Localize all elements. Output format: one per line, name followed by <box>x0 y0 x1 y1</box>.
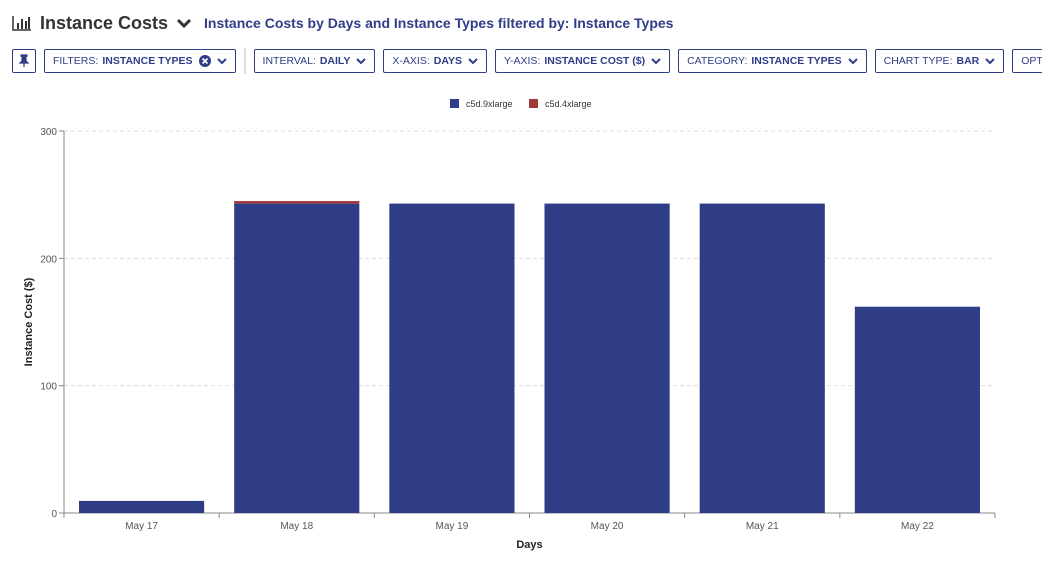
toolbar-button-xaxis[interactable]: X-AXIS: DAYS <box>383 49 487 73</box>
x-tick-label: May 17 <box>125 521 158 532</box>
bar-chart-icon <box>12 16 31 31</box>
chevron-down-icon <box>985 58 995 65</box>
x-tick-label: May 20 <box>591 521 624 532</box>
y-axis-title: Instance Cost ($) <box>23 277 35 366</box>
button-label: OPTIONS <box>1021 55 1042 67</box>
chevron-down-icon[interactable] <box>176 17 192 29</box>
bar-c5d-9xlarge <box>79 500 205 513</box>
chevron-down-icon <box>651 58 661 65</box>
legend-swatch <box>450 99 459 108</box>
page-title: Instance Costs <box>40 12 169 33</box>
button-label: CHART TYPE: <box>883 55 953 67</box>
y-tick-label: 0 <box>51 509 57 520</box>
y-tick-label: 200 <box>40 254 57 265</box>
chevron-down-icon <box>356 58 367 65</box>
button-value: INSTANCE COST ($) <box>544 55 646 67</box>
button-label: Y-AXIS: <box>503 55 541 67</box>
button-label: X-AXIS: <box>392 55 430 67</box>
chevron-down-icon <box>847 58 858 65</box>
button-value: INSTANCE TYPES <box>751 55 842 67</box>
button-value: DAILY <box>319 55 351 67</box>
x-tick-label: May 21 <box>746 521 779 532</box>
toolbar: FILTERS: INSTANCE TYPES INTERVAL: DAILY X-AX… <box>12 48 1042 74</box>
button-label: CATEGORY: <box>687 55 748 67</box>
y-tick-label: 100 <box>40 382 57 393</box>
button-label: FILTERS: <box>53 55 99 67</box>
button-value: INSTANCE TYPES <box>102 55 193 67</box>
header: Instance Costs Instance Costs by Days an… <box>12 10 673 36</box>
bar-c5d-9xlarge <box>234 203 360 513</box>
button-value: DAYS <box>433 55 462 67</box>
legend-swatch <box>529 99 538 108</box>
button-label: INTERVAL: <box>262 55 316 67</box>
toolbar-button-interval[interactable]: INTERVAL: DAILY <box>253 49 376 73</box>
bar-c5d-4xlarge <box>234 201 360 204</box>
toolbar-button-category[interactable]: CATEGORY: INSTANCE TYPES <box>678 49 867 73</box>
clear-icon[interactable] <box>198 55 211 67</box>
y-tick-label: 300 <box>40 127 57 138</box>
toolbar-button-charttype[interactable]: CHART TYPE: BAR <box>874 49 1005 73</box>
legend-label: c5d.9xlarge <box>466 99 513 109</box>
button-value: BAR <box>956 55 980 67</box>
bar-c5d-9xlarge <box>854 306 980 513</box>
pin-icon <box>18 54 30 67</box>
bar-c5d-9xlarge <box>699 203 825 513</box>
toolbar-button-yaxis[interactable]: Y-AXIS: INSTANCE COST ($) <box>494 49 671 73</box>
bar-c5d-9xlarge <box>544 203 670 513</box>
toolbar-button-options[interactable]: OPTIONS <box>1012 49 1042 73</box>
bar-c5d-9xlarge <box>389 203 515 513</box>
legend-label: c5d.4xlarge <box>545 99 592 109</box>
chevron-down-icon <box>468 58 478 65</box>
chevron-down-icon <box>216 58 227 65</box>
chart-subtitle: Instance Costs by Days and Instance Type… <box>204 15 674 31</box>
x-tick-label: May 19 <box>436 521 469 532</box>
x-axis-title: Days <box>516 539 542 551</box>
x-tick-label: May 22 <box>901 521 934 532</box>
x-tick-label: May 18 <box>280 521 313 532</box>
divider <box>243 48 246 74</box>
pin-button[interactable] <box>12 49 36 73</box>
toolbar-button-filters[interactable]: FILTERS: INSTANCE TYPES <box>44 49 236 73</box>
